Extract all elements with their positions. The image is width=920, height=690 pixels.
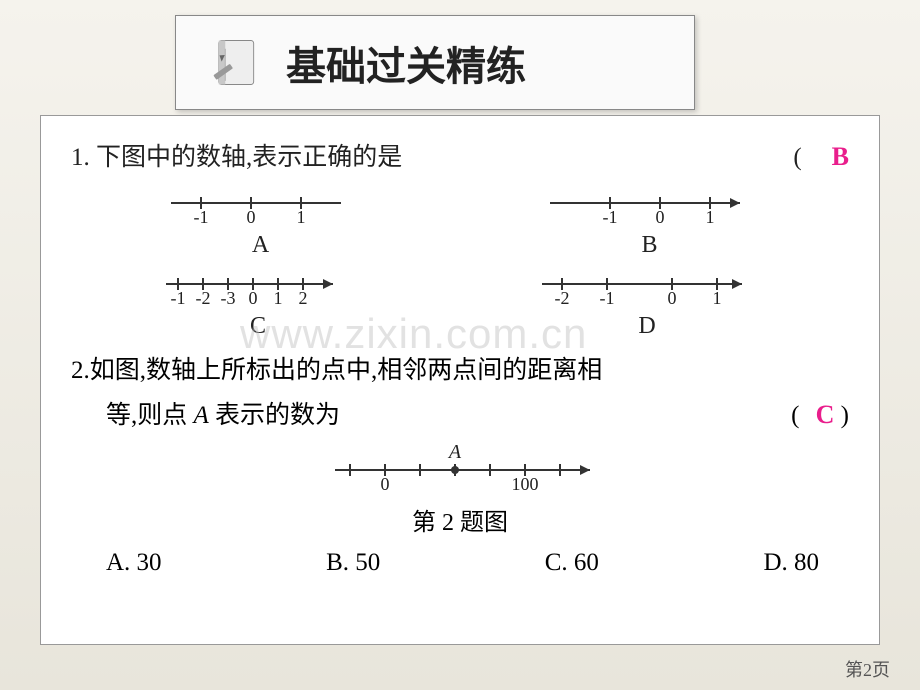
q1-diagram-D: -2 -1 0 1 D — [532, 269, 762, 340]
svg-text:100: 100 — [512, 474, 539, 494]
numberline-q2: 0 A 100 — [310, 445, 610, 495]
q1-diagrams-row1: -1 0 1 A -1 0 1 B — [71, 188, 849, 259]
svg-text:-2: -2 — [196, 288, 211, 308]
q1-text-row: 1. 下图中的数轴,表示正确的是 ( B — [71, 136, 849, 178]
q1-label-B: B — [641, 232, 657, 259]
q1-label-A: A — [252, 232, 269, 259]
q2-answer: C — [816, 400, 835, 429]
numberline-C: -1 -2 -3 012 — [158, 269, 358, 309]
svg-text:1: 1 — [274, 288, 283, 308]
q2-paren-right: ) — [841, 402, 849, 429]
svg-text:-1: -1 — [602, 207, 617, 227]
q1-prompt: 下图中的数轴,表示正确的是 — [96, 144, 402, 171]
q2-diagram: 0 A 100 第 2 题图 — [71, 445, 849, 537]
q2-caption: 第 2 题图 — [71, 502, 849, 537]
q2-number: 2. — [71, 350, 90, 393]
numberline-B: -1 0 1 — [540, 188, 760, 228]
q1-answer: B — [832, 136, 849, 178]
q1-diagrams-row2: -1-2-3012 C -2-101 D — [71, 269, 849, 340]
svg-text:0: 0 — [249, 288, 258, 308]
q1-diagram-A: -1 0 1 A — [161, 188, 361, 259]
content-box: 1. 下图中的数轴,表示正确的是 ( B -101 A -101 B — [40, 115, 880, 645]
svg-text:0: 0 — [655, 207, 664, 227]
svg-text:1: 1 — [296, 207, 305, 227]
svg-text:0: 0 — [668, 288, 677, 308]
q2-option-A: A. 30 — [106, 549, 162, 577]
svg-text:1: 1 — [713, 288, 722, 308]
q2-block: 2. 如图,数轴上所标出的点中,相邻两点间的距离相 等,则点 A 表示的数为 (… — [71, 350, 849, 437]
svg-text:1: 1 — [705, 207, 714, 227]
q2-option-D: D. 80 — [763, 549, 819, 577]
q2-line2-text: 等,则点 A 表示的数为 — [106, 402, 340, 429]
svg-text:-1: -1 — [600, 288, 615, 308]
numberline-D: -2 -1 0 1 — [532, 269, 762, 309]
q2-line1-text: 如图,数轴上所标出的点中,相邻两点间的距离相 — [90, 350, 603, 393]
q2-options: A. 30 B. 50 C. 60 D. 80 — [71, 549, 849, 577]
svg-text:-2: -2 — [555, 288, 570, 308]
svg-text:-3: -3 — [221, 288, 236, 308]
svg-text:0: 0 — [381, 474, 390, 494]
q1-number: 1. — [71, 144, 90, 171]
header-banner: 基础过关精练 — [175, 15, 695, 110]
q2-paren-left: ( — [791, 402, 799, 429]
svg-text:-1: -1 — [193, 207, 208, 227]
page-number: 第2页 — [845, 656, 890, 682]
q2-option-B: B. 50 — [326, 549, 380, 577]
q1-diagram-B: -1 0 1 B — [540, 188, 760, 259]
svg-text:0: 0 — [246, 207, 255, 227]
q2-option-C: C. 60 — [545, 549, 599, 577]
numberline-A: -1 0 1 — [161, 188, 361, 228]
svg-text:A: A — [447, 445, 462, 463]
header-title: 基础过关精练 — [286, 34, 526, 92]
q1-label-D: D — [638, 313, 655, 340]
q1-paren: ( — [793, 138, 801, 178]
svg-text:2: 2 — [299, 288, 308, 308]
svg-text:-1: -1 — [171, 288, 186, 308]
notebook-icon — [206, 35, 261, 90]
q1-label-C: C — [250, 313, 266, 340]
q1-diagram-C: -1 -2 -3 012 C — [158, 269, 358, 340]
